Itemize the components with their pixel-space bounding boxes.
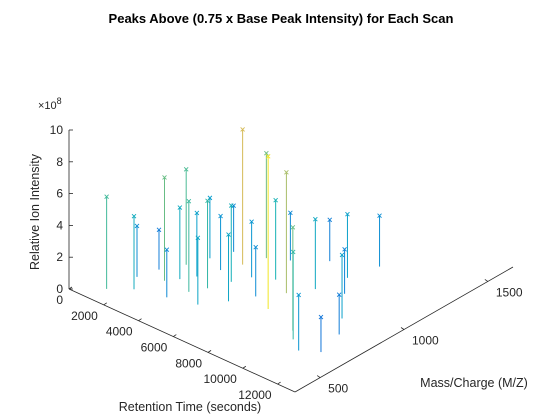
z-axis-label: Relative Ion Intensity <box>28 153 42 270</box>
z-tick-label: 10 <box>50 123 64 137</box>
peak-marker <box>265 154 271 159</box>
y-tick-mark <box>400 327 405 330</box>
peak-marker <box>164 247 170 252</box>
x-tick-label: 12000 <box>238 388 272 402</box>
z-tick-label: 6 <box>56 187 63 201</box>
y-tick-label: 500 <box>328 382 348 396</box>
x-tick-mark <box>207 350 212 353</box>
peak-marker <box>228 203 234 208</box>
peak-marker <box>253 244 259 250</box>
peak-marker <box>177 205 183 210</box>
x-tick-label: 2000 <box>71 309 98 323</box>
peak-marker <box>134 223 140 229</box>
peak-marker <box>288 210 293 216</box>
peak-marker <box>342 246 347 252</box>
peak-marker <box>273 197 278 203</box>
peak-marker <box>264 150 269 156</box>
z-tick-label: 4 <box>56 218 63 232</box>
x-tick-mark <box>68 286 73 290</box>
x-axis-label: Retention Time (seconds) <box>119 400 261 414</box>
x-tick-label: 0 <box>56 293 63 307</box>
peak-marker <box>377 213 382 219</box>
z-axis-exponent: ×108 <box>38 96 62 112</box>
peak-marker <box>296 292 301 298</box>
peak-marker <box>318 314 324 320</box>
peak-marker <box>339 252 345 258</box>
peak-marker <box>186 198 192 204</box>
plot-area <box>104 127 382 353</box>
peak-marker <box>290 224 296 230</box>
peak-marker <box>195 235 201 241</box>
peak-marker <box>336 292 342 298</box>
peak-marker <box>327 217 333 223</box>
z-axis: 0 2 4 6 8 10 ×108 Relative Ion Intensity <box>28 96 73 296</box>
peak-marker <box>313 216 318 222</box>
peak-marker <box>240 127 245 132</box>
peak-marker <box>218 213 223 219</box>
x-tick-label: 10000 <box>203 372 237 386</box>
peak-marker <box>249 219 254 224</box>
y-tick-label: 1000 <box>412 334 439 348</box>
x-axis-line <box>68 288 296 393</box>
x-tick-mark <box>242 365 247 369</box>
y-tick-mark <box>316 375 321 378</box>
x-tick-label: 4000 <box>106 325 133 339</box>
z-tick-label: 0 <box>56 282 63 296</box>
peak-marker <box>345 211 350 217</box>
peak-marker <box>156 227 162 233</box>
y-axis-label: Mass/Charge (M/Z) <box>420 376 528 390</box>
peak-marker <box>183 167 189 172</box>
peak-marker <box>194 210 200 216</box>
peak-marker <box>131 213 137 219</box>
x-tick-mark <box>277 381 281 385</box>
peak-marker <box>284 170 289 175</box>
x-tick-mark <box>173 334 177 337</box>
x-tick-label: 8000 <box>175 356 202 370</box>
peak-marker <box>104 194 109 199</box>
y-axis: 500 1000 1500 Mass/Charge (M/Z) <box>294 266 528 396</box>
chart-title: Peaks Above (0.75 x Base Peak Intensity)… <box>109 11 454 26</box>
y-tick-mark <box>484 279 489 282</box>
peak-marker <box>205 198 210 204</box>
z-tick-label: 2 <box>56 250 63 264</box>
peak-marker <box>290 249 296 255</box>
x-tick-mark <box>103 302 107 306</box>
peak-marker <box>226 232 231 237</box>
y-tick-label: 1500 <box>496 285 523 299</box>
x-tick-mark <box>138 318 142 322</box>
x-tick-label: 6000 <box>141 341 168 355</box>
peak-marker <box>162 175 167 180</box>
z-tick-label: 8 <box>56 155 63 169</box>
